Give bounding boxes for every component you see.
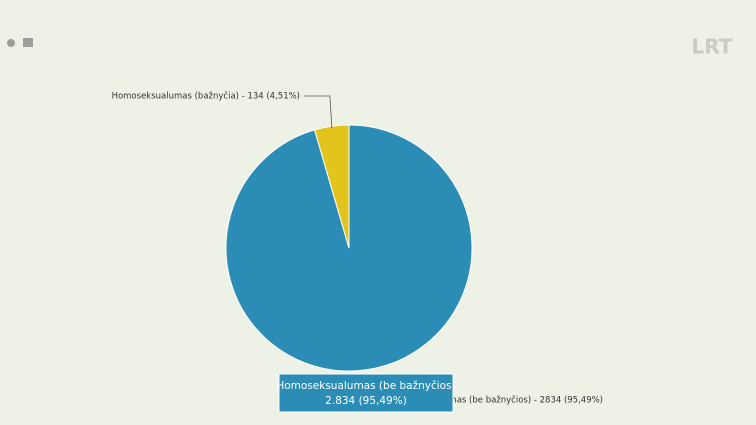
pie-chart: Homoseksualumas (be bažnyčios) - 2834 (9… bbox=[112, 91, 603, 406]
watermark: LRT bbox=[692, 35, 733, 59]
tooltip-text: 2.834 (95,49%) bbox=[325, 395, 407, 407]
tooltip-title: Homoseksualumas (be bažnyčios) bbox=[276, 380, 455, 392]
data-label: Homoseksualumas (be bažnyčios) - 2834 (9… bbox=[386, 395, 603, 406]
leader-line bbox=[304, 95, 333, 129]
print-icon bbox=[23, 38, 33, 47]
settings-icon bbox=[7, 39, 15, 47]
toolbar-icons bbox=[7, 38, 33, 47]
tooltip-layer: Homoseksualumas (be bažnyčios) 2.834 (95,… bbox=[276, 373, 456, 413]
data-label: Homoseksualumas (bažnyčia) - 134 (4,51%) bbox=[112, 91, 300, 102]
tooltip-box bbox=[278, 373, 454, 413]
